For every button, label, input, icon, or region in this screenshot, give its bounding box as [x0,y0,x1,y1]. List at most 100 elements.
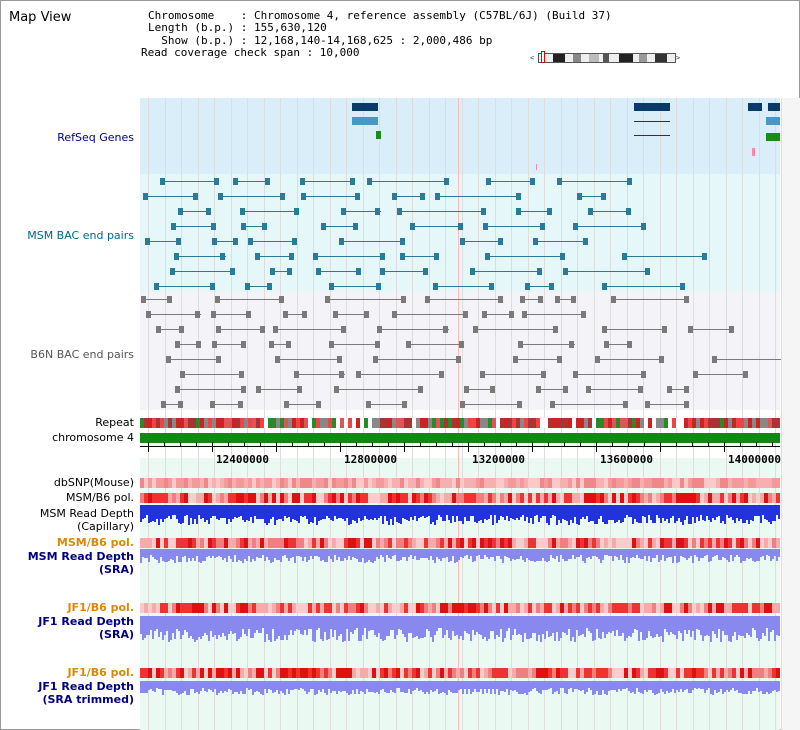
bac-pair [212,344,245,345]
vertical-scrollbar[interactable] [781,98,800,730]
track-label-dbsnp[interactable]: dbSNP(Mouse) [53,476,134,489]
heat-cell [240,418,244,428]
depth-bar [174,681,176,691]
chromosome-bar[interactable] [140,433,780,443]
heat-cell [324,538,328,548]
bac-end [489,283,494,290]
depth-bar [184,549,186,556]
bac-end [380,268,385,275]
heat-cell [172,418,176,428]
jf1-b6-pol-track-2[interactable] [140,668,780,678]
msm-read-depth-capillary-track[interactable] [140,505,780,527]
depth-bar [266,616,268,634]
heat-cell [272,538,276,548]
msm-b6-pol-track-1[interactable] [140,493,780,503]
bac-end [573,371,578,378]
depth-bar [736,616,738,640]
depth-bar [250,505,252,517]
bac-pair [645,404,689,405]
depth-bar [240,681,242,691]
chromosome-ideogram[interactable]: < > [530,51,682,63]
depth-bar [662,549,664,555]
depth-bar [450,616,452,640]
depth-bar [500,681,502,691]
track-label-jf1-b6-pol-2[interactable]: JF1/B6 pol. [67,666,134,679]
track-label-msm-read-depth-sra[interactable]: MSM Read Depth (SRA) [27,550,134,576]
bac-end [212,238,217,245]
repeat-track[interactable] [140,418,780,428]
depth-bar [254,549,256,561]
bac-pair [400,256,439,257]
depth-bar [426,505,428,517]
bac-pair [174,256,226,257]
heat-cell [544,668,548,678]
depth-bar [478,549,480,555]
heat-cell [176,478,180,488]
bac-end [230,268,235,275]
heat-cell [200,478,204,488]
heat-cell [732,603,736,613]
heat-cell [768,493,772,503]
jf1-b6-pol-track-1[interactable] [140,603,780,613]
heat-cell [476,668,480,678]
track-label-msm-b6-pol-2[interactable]: MSM/B6 pol. [56,536,134,549]
depth-bar [718,549,720,560]
heat-cell [380,493,384,503]
heat-cell [208,418,212,428]
heat-cell [668,478,672,488]
depth-bar [368,681,370,692]
heat-cell [348,478,352,488]
depth-bar [620,616,622,636]
depth-bar [768,505,770,522]
depth-bar [258,549,260,558]
heat-cell [576,418,580,428]
heat-cell [220,603,224,613]
track-label-msm-bac[interactable]: MSM BAC end pairs [27,229,134,242]
dbsnp-track[interactable] [140,478,780,488]
depth-bar [436,505,438,520]
depth-bar [744,549,746,561]
msm-read-depth-sra-track[interactable] [140,549,780,565]
depth-bar [684,616,686,630]
depth-bar [562,681,564,688]
ideogram-position-marker[interactable] [541,51,545,63]
depth-bar [448,505,450,520]
msm-b6-pol-track-2[interactable] [140,538,780,548]
depth-bar [666,681,668,691]
track-label-jf1-read-depth-trimmed[interactable]: JF1 Read Depth (SRA trimmed) [38,680,134,706]
depth-bar [306,681,308,694]
track-label-repeat[interactable]: Repeat [95,416,134,429]
depth-bar [144,616,146,638]
track-label-b6n-bac[interactable]: B6N BAC end pairs [30,348,134,361]
heat-cell [420,493,424,503]
bac-end [712,356,717,363]
depth-bar [682,616,684,641]
track-label-jf1-b6-pol-1[interactable]: JF1/B6 pol. [67,601,134,614]
depth-bar [670,616,672,632]
depth-bar [686,505,688,516]
track-label-jf1-read-depth-sra[interactable]: JF1 Read Depth (SRA) [38,615,134,641]
heat-cell [348,493,352,503]
heat-cell [292,603,296,613]
heat-cell [448,493,452,503]
jf1-read-depth-sra-track[interactable] [140,616,780,644]
heat-cell [440,603,444,613]
track-label-refseq[interactable]: RefSeq Genes [57,131,134,144]
track-label-msm-b6-pol-1[interactable]: MSM/B6 pol. [66,491,134,504]
depth-bar [438,549,440,559]
jf1-read-depth-trimmed-track[interactable] [140,681,780,697]
depth-bar [154,549,156,559]
track-label-chromosome[interactable]: chromosome 4 [52,431,134,444]
depth-bar [298,549,300,556]
bac-end [215,296,220,303]
depth-bar [706,505,708,516]
track-label-msm-read-depth-capillary[interactable]: MSM Read Depth (Capillary) [39,507,134,533]
bac-end [267,283,272,290]
heat-cell [180,493,184,503]
depth-bar [268,616,270,640]
depth-bar [356,616,358,628]
genome-plot-area[interactable]: 12400000 12800000 13200000 13600000 14000000 [140,98,796,730]
heat-cell [140,478,144,488]
depth-bar [550,549,552,555]
depth-bar [694,681,696,688]
